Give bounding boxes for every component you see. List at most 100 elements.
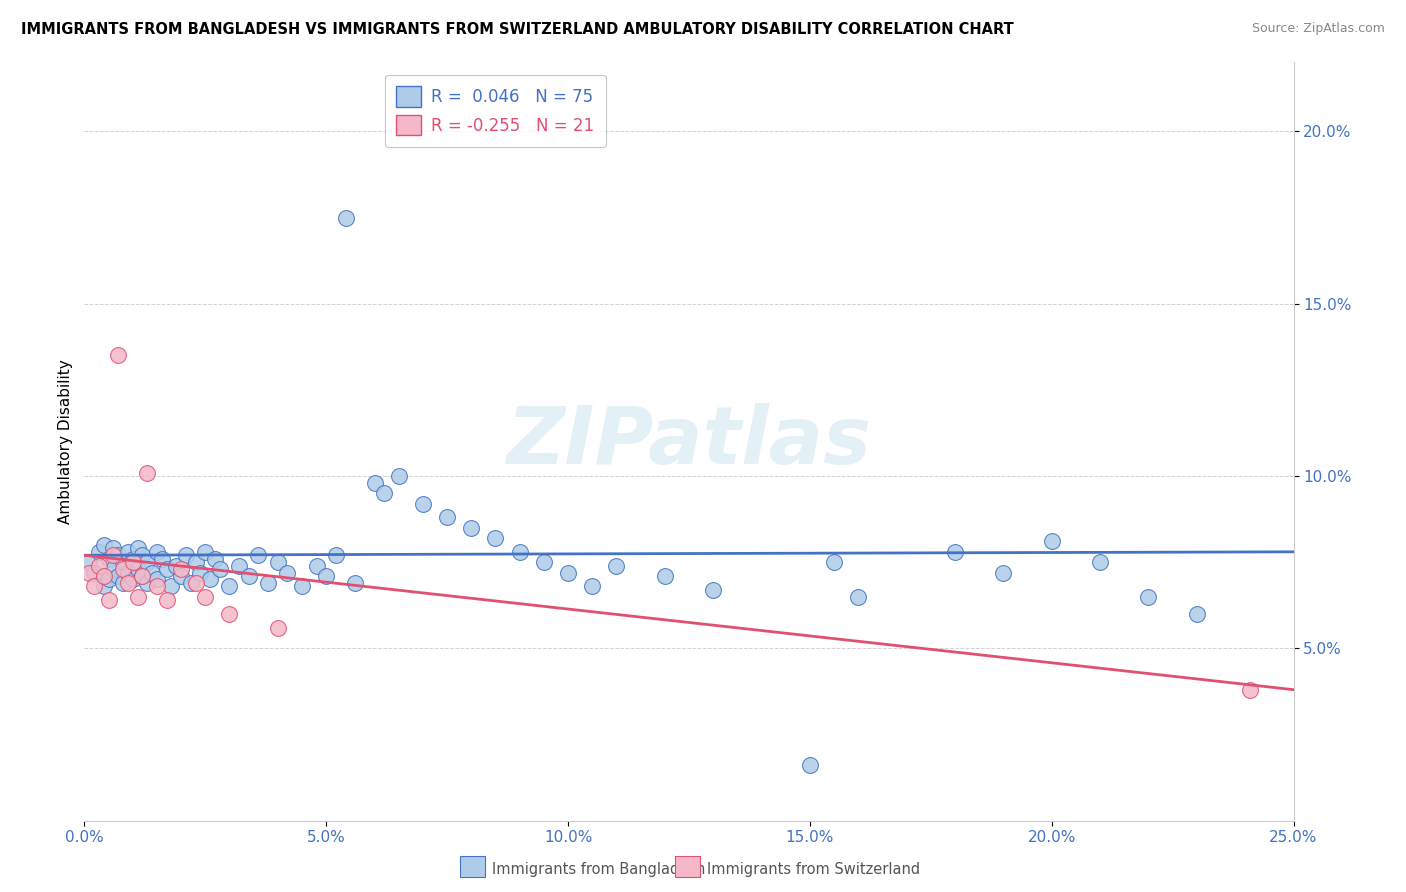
- Point: [363, 475, 385, 490]
- Point: [1040, 534, 1063, 549]
- Point: [103, 548, 125, 563]
- Point: [136, 575, 159, 590]
- Point: [218, 579, 240, 593]
- Point: [87, 558, 110, 573]
- Point: [150, 551, 173, 566]
- Point: [160, 579, 183, 593]
- Point: [93, 569, 115, 583]
- Point: [83, 566, 105, 580]
- Point: [103, 541, 125, 556]
- Point: [165, 558, 187, 573]
- Point: [1185, 607, 1208, 621]
- Text: Source: ZipAtlas.com: Source: ZipAtlas.com: [1251, 22, 1385, 36]
- Point: [1088, 555, 1111, 569]
- Point: [605, 558, 627, 573]
- Point: [121, 573, 143, 587]
- Point: [993, 566, 1015, 580]
- Point: [107, 548, 129, 563]
- Point: [305, 558, 328, 573]
- Point: [112, 575, 135, 590]
- Point: [146, 579, 169, 593]
- Point: [238, 569, 260, 583]
- Point: [87, 545, 110, 559]
- Point: [267, 621, 290, 635]
- Point: [107, 348, 129, 362]
- Point: [121, 551, 143, 566]
- Point: [155, 562, 177, 576]
- Point: [267, 555, 290, 569]
- Point: [799, 758, 821, 772]
- Point: [77, 566, 100, 580]
- Point: [581, 579, 603, 593]
- Point: [344, 575, 367, 590]
- Point: [121, 555, 143, 569]
- Point: [83, 579, 105, 593]
- Point: [373, 486, 395, 500]
- Point: [127, 562, 149, 576]
- Point: [127, 590, 149, 604]
- Point: [136, 555, 159, 569]
- Point: [1239, 682, 1261, 697]
- Point: [131, 548, 153, 563]
- Point: [127, 541, 149, 556]
- Point: [1137, 590, 1160, 604]
- Text: IMMIGRANTS FROM BANGLADESH VS IMMIGRANTS FROM SWITZERLAND AMBULATORY DISABILITY : IMMIGRANTS FROM BANGLADESH VS IMMIGRANTS…: [21, 22, 1014, 37]
- Point: [943, 545, 966, 559]
- Point: [117, 566, 139, 580]
- Point: [190, 566, 212, 580]
- Point: [276, 566, 298, 580]
- Point: [155, 593, 177, 607]
- Point: [112, 562, 135, 576]
- Y-axis label: Ambulatory Disability: Ambulatory Disability: [58, 359, 73, 524]
- Point: [557, 566, 579, 580]
- Point: [136, 466, 159, 480]
- Point: [533, 555, 555, 569]
- Point: [97, 573, 120, 587]
- Point: [117, 545, 139, 559]
- Point: [170, 569, 193, 583]
- Point: [170, 562, 193, 576]
- Point: [198, 573, 221, 587]
- Point: [93, 538, 115, 552]
- Point: [484, 531, 506, 545]
- Legend: R =  0.046   N = 75, R = -0.255   N = 21: R = 0.046 N = 75, R = -0.255 N = 21: [385, 75, 606, 147]
- Point: [509, 545, 531, 559]
- Point: [702, 582, 724, 597]
- Point: [184, 555, 207, 569]
- Point: [208, 562, 231, 576]
- Point: [174, 548, 197, 563]
- Point: [131, 569, 153, 583]
- Point: [335, 211, 357, 225]
- Point: [846, 590, 869, 604]
- Point: [146, 545, 169, 559]
- Point: [460, 521, 482, 535]
- Point: [97, 593, 120, 607]
- Text: ZIPatlas: ZIPatlas: [506, 402, 872, 481]
- Point: [315, 569, 337, 583]
- Point: [291, 579, 314, 593]
- Point: [146, 573, 169, 587]
- Point: [823, 555, 845, 569]
- Point: [117, 575, 139, 590]
- Point: [218, 607, 240, 621]
- Point: [141, 566, 163, 580]
- Point: [436, 510, 458, 524]
- Point: [107, 569, 129, 583]
- Point: [77, 555, 100, 569]
- Point: [103, 562, 125, 576]
- Point: [325, 548, 347, 563]
- Point: [194, 545, 217, 559]
- Point: [412, 497, 434, 511]
- Point: [204, 551, 226, 566]
- Text: Immigrants from Switzerland: Immigrants from Switzerland: [707, 863, 921, 877]
- Point: [97, 551, 120, 566]
- Point: [180, 575, 202, 590]
- Point: [388, 469, 411, 483]
- Point: [194, 590, 217, 604]
- Point: [131, 569, 153, 583]
- Point: [93, 579, 115, 593]
- Point: [257, 575, 280, 590]
- Text: Immigrants from Bangladesh: Immigrants from Bangladesh: [492, 863, 706, 877]
- Point: [247, 548, 270, 563]
- Point: [654, 569, 676, 583]
